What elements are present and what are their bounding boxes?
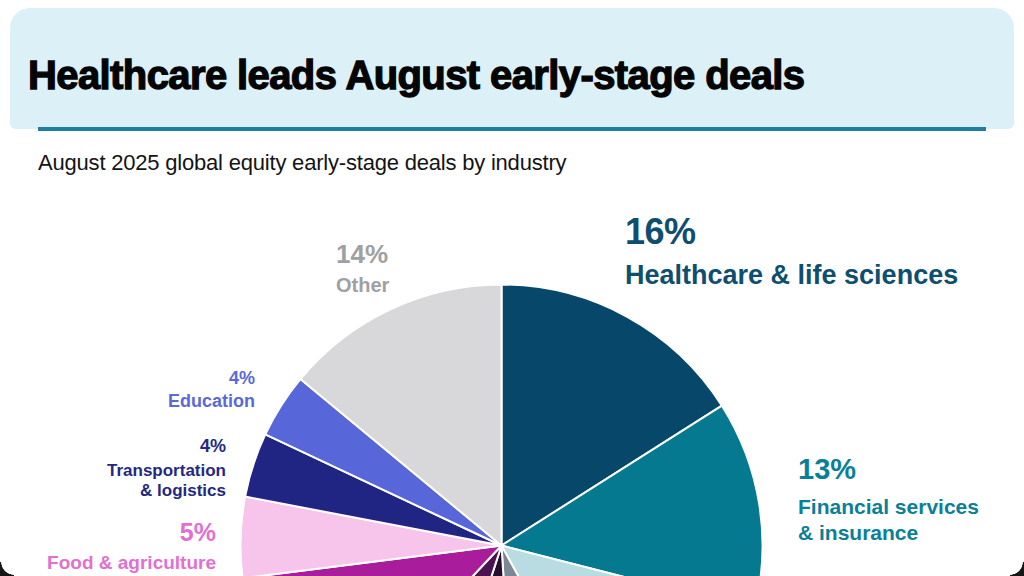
callout-education-label: Education [168, 391, 255, 411]
callout-food: 5% Food & agriculture [36, 518, 216, 573]
callout-transportation-percent: 4% [46, 436, 226, 458]
callout-transportation: 4% Transportation & logistics [46, 436, 226, 501]
callout-education: 4% Education [95, 368, 255, 411]
callout-healthcare-percent: 16% [625, 212, 958, 252]
page-corner-bottom-right [1010, 562, 1024, 576]
callout-other-percent: 14% [336, 240, 389, 269]
callout-financial-label-line1: Financial services [798, 495, 979, 518]
callout-food-label: Food & agriculture [47, 552, 216, 573]
callout-financial-percent: 13% [798, 452, 979, 487]
callout-education-percent: 4% [95, 368, 255, 388]
callout-other-label: Other [336, 274, 389, 296]
callout-healthcare-label: Healthcare & life sciences [625, 260, 958, 290]
callout-other: 14% Other [336, 240, 389, 297]
callout-financial: 13% Financial services & insurance [798, 452, 979, 546]
callout-transportation-label-line1: Transportation [107, 461, 226, 480]
callout-transportation-label-line2: & logistics [140, 481, 226, 500]
callout-healthcare: 16% Healthcare & life sciences [625, 212, 958, 291]
infographic-page: Healthcare leads August early-stage deal… [0, 0, 1024, 576]
page-corner-bottom-left [0, 562, 14, 576]
callout-financial-label-line2: & insurance [798, 521, 918, 544]
callout-food-percent: 5% [36, 518, 216, 546]
